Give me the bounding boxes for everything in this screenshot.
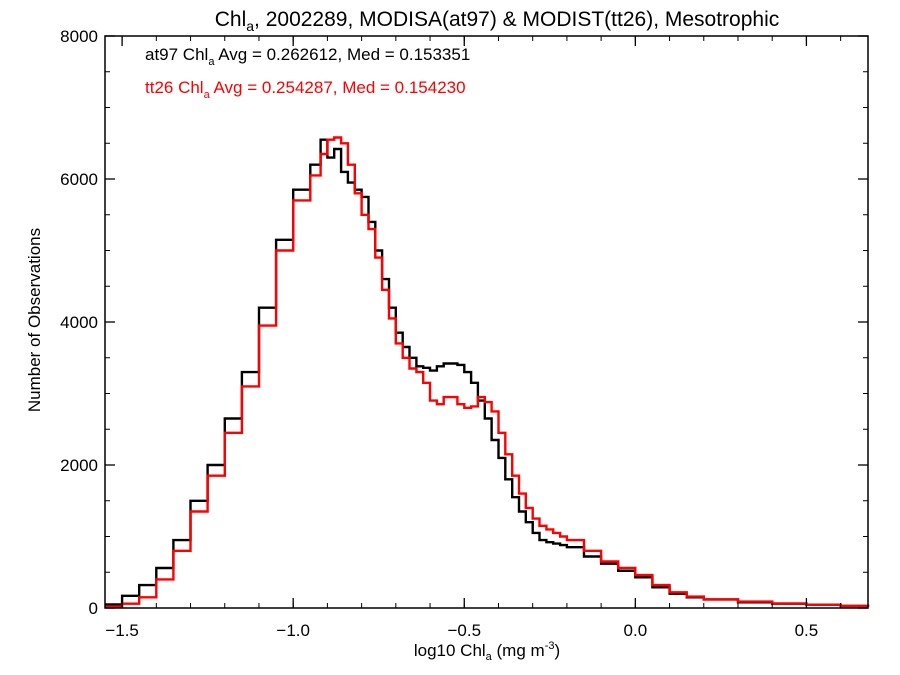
y-axis-label: Number of Observations	[25, 228, 44, 412]
x-axis-label-unit: (mg m	[492, 641, 545, 660]
x-tick-label: 0.5	[795, 621, 819, 640]
x-axis-label-subscript: a	[486, 651, 493, 663]
x-tick-label: −0.5	[447, 621, 481, 640]
annotation-part: a	[208, 56, 215, 68]
series-tt26-line	[105, 136, 870, 608]
annotation-at97-stats: at97 Chla Avg = 0.262612, Med = 0.153351	[145, 45, 470, 68]
annotation-part: tt26 Chl	[145, 78, 204, 97]
x-tick-label: −1.0	[276, 621, 310, 640]
chart-title-rest: , 2002289, MODISA(at97) & MODIST(tt26), …	[254, 8, 779, 31]
x-axis-label-close: )	[554, 641, 560, 660]
y-tick-label: 8000	[60, 27, 98, 46]
annotation-part: Avg = 0.262612, Med = 0.153351	[214, 45, 470, 64]
y-tick-label: 6000	[60, 170, 98, 189]
chart-title-subscript: a	[246, 18, 254, 34]
annotation-part: Avg = 0.254287, Med = 0.154230	[210, 78, 466, 97]
chart-title-prefix: Chl	[215, 8, 247, 31]
x-axis-label-superscript: -3	[545, 640, 555, 652]
plot-area: −1.5 −1.0 −0.5 0.0 0.5 0 2000 4000 6000 8000 at97 …	[60, 27, 870, 640]
chart-title: Chla, 2002289, MODISA(at97) & MODIST(tt2…	[215, 8, 780, 34]
plot-frame	[104, 35, 869, 609]
annotation-tt26-stats: tt26 Chla Avg = 0.254287, Med = 0.154230	[145, 78, 466, 101]
y-tick-label: 4000	[60, 313, 98, 332]
x-axis-label-prefix: log10 Chl	[414, 641, 486, 660]
y-tick-label: 0	[89, 599, 98, 618]
x-tick-label: −1.5	[105, 621, 139, 640]
annotation-part: at97 Chl	[145, 45, 208, 64]
series-at97-line	[105, 138, 870, 608]
y-tick-label: 2000	[60, 456, 98, 475]
annotation-part: a	[204, 89, 211, 101]
x-tick-label: 0.0	[624, 621, 648, 640]
x-axis-label: log10 Chla (mg m-3)	[414, 640, 560, 663]
